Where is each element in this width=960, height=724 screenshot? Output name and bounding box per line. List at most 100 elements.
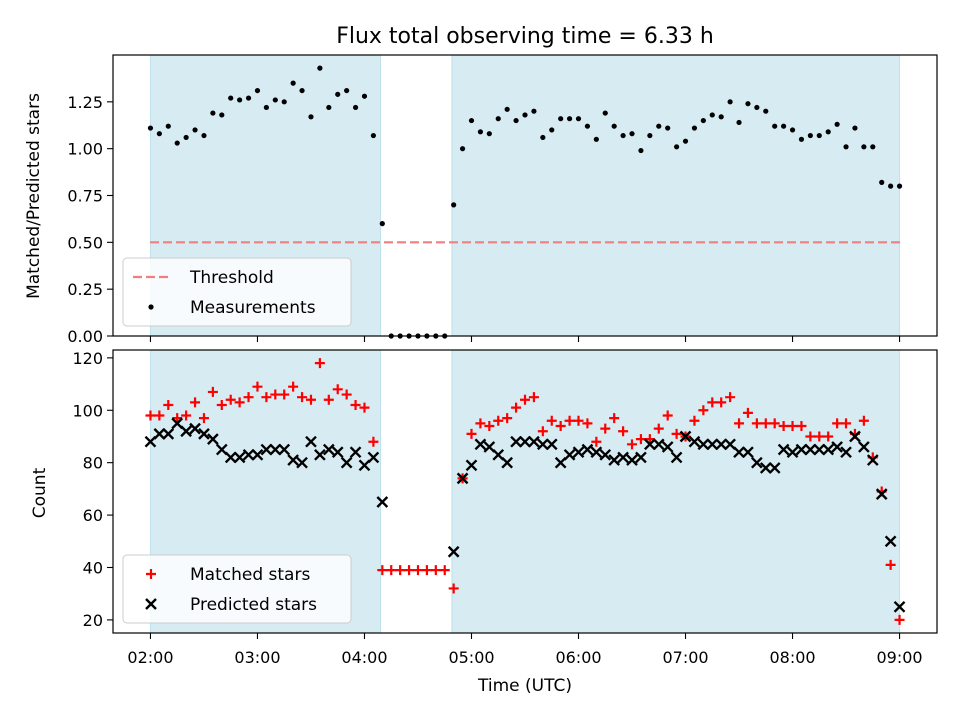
measurement-point: [147, 125, 154, 131]
matched-star-point: [421, 565, 432, 576]
predicted-star-point: [626, 454, 638, 466]
predicted-star-point: [893, 600, 906, 613]
predicted-star-point: [465, 459, 478, 472]
measurement-point: [299, 87, 305, 94]
x-tick-label: 05:00: [448, 648, 494, 667]
matched-star-point: [234, 397, 245, 408]
measurement-point: [763, 108, 769, 114]
measurement-point: [272, 97, 278, 103]
measurement-point: [798, 136, 805, 142]
top-y-tick-label: 0.00: [67, 327, 103, 346]
matched-star-point: [707, 397, 718, 408]
matched-star-point: [894, 614, 905, 625]
top-shaded-interval: [451, 54, 901, 337]
predicted-star-point: [858, 441, 870, 453]
matched-star-point: [644, 434, 655, 445]
predicted-star-point: [804, 443, 817, 456]
measurement-point: [727, 99, 733, 105]
legend-label: Threshold: [189, 268, 274, 288]
top-y-tick-label: 0.75: [67, 187, 103, 206]
measurement-point: [308, 114, 314, 120]
measurement-point: [522, 112, 528, 118]
measurement-point: [566, 116, 573, 122]
matched-star-point: [627, 439, 638, 450]
matched-star-point: [787, 420, 798, 431]
x-tick-label: 09:00: [876, 648, 922, 667]
predicted-star-point: [608, 454, 621, 466]
predicted-star-point: [733, 446, 745, 459]
predicted-star-point: [813, 443, 826, 456]
predicted-star-point: [340, 456, 353, 469]
predicted-star-point: [679, 430, 692, 443]
x-tick-label: 08:00: [769, 648, 815, 667]
predicted-star-point: [866, 454, 879, 466]
matched-star-point: [252, 381, 263, 392]
measurement-point: [495, 116, 501, 122]
measurement-point: [870, 144, 876, 150]
matched-star-point: [520, 394, 530, 405]
matched-star-point: [350, 400, 361, 411]
predicted-star-point: [759, 462, 772, 474]
measurement-point: [228, 95, 234, 101]
matched-star-point: [734, 418, 745, 429]
predicted-star-point: [251, 448, 264, 461]
predicted-star-point: [831, 441, 843, 453]
bottom-y-tick-label: 100: [72, 401, 103, 420]
measurement-point: [682, 138, 689, 144]
measurement-point: [245, 95, 252, 101]
predicted-star-point: [670, 451, 683, 464]
predicted-star-point: [322, 443, 335, 456]
matched-star-point: [814, 431, 825, 442]
legend-label: Measurements: [190, 298, 316, 318]
predicted-star-point: [599, 448, 612, 461]
matched-star-point: [796, 420, 807, 431]
top-legend: [122, 257, 352, 327]
bottom-plot-frame: [112, 349, 938, 634]
measurement-point: [468, 117, 475, 124]
predicted-star-point: [501, 456, 514, 469]
predicted-star-point: [349, 446, 362, 459]
measurement-point: [709, 112, 715, 118]
top-y-tick-label: 0.25: [67, 280, 103, 299]
matched-star-point: [341, 389, 352, 400]
matched-star-point: [760, 418, 771, 429]
matched-star-point: [172, 413, 183, 424]
predicted-star-point: [617, 451, 629, 464]
measurement-point: [165, 123, 171, 129]
predicted-star-point: [189, 422, 201, 435]
top-y-tick-label: 1.25: [67, 93, 103, 112]
bottom-y-axis-label: Count: [30, 467, 50, 518]
bottom-y-tick-label: 20: [83, 611, 103, 630]
matched-star-point: [270, 389, 281, 400]
measurement-point: [647, 132, 653, 139]
legend-measurement-swatch: [148, 304, 154, 310]
measurement-point: [665, 125, 671, 131]
measurement-point: [879, 179, 885, 185]
matched-star-point: [546, 415, 557, 426]
matched-star-point: [591, 436, 602, 447]
matched-star-point: [359, 402, 370, 413]
matched-star-point: [216, 400, 227, 411]
bottom-y-tick-label: 60: [83, 506, 103, 525]
matched-star-point: [145, 410, 156, 421]
predicted-star-point: [492, 448, 505, 461]
matched-star-point: [448, 583, 459, 594]
measurement-point: [531, 108, 537, 114]
predicted-star-point: [652, 438, 665, 451]
bottom-y-tick-label: 80: [83, 454, 103, 473]
predicted-star-point: [376, 496, 389, 508]
chart-title: Flux total observing time = 6.33 h: [336, 24, 714, 49]
matched-star-point: [537, 426, 548, 437]
predicted-star-point: [777, 443, 790, 456]
matched-star-point: [716, 397, 727, 408]
measurement-point: [629, 131, 635, 137]
measurement-point: [156, 131, 162, 137]
bottom-y-tick-label: 120: [72, 349, 103, 368]
matched-star-point: [582, 418, 593, 429]
matched-star-point: [858, 415, 869, 426]
matched-star-point: [671, 428, 682, 439]
predicted-star-point: [563, 448, 576, 461]
predicted-star-point: [447, 545, 460, 558]
measurement-point: [210, 110, 216, 116]
predicted-star-point: [296, 456, 308, 469]
